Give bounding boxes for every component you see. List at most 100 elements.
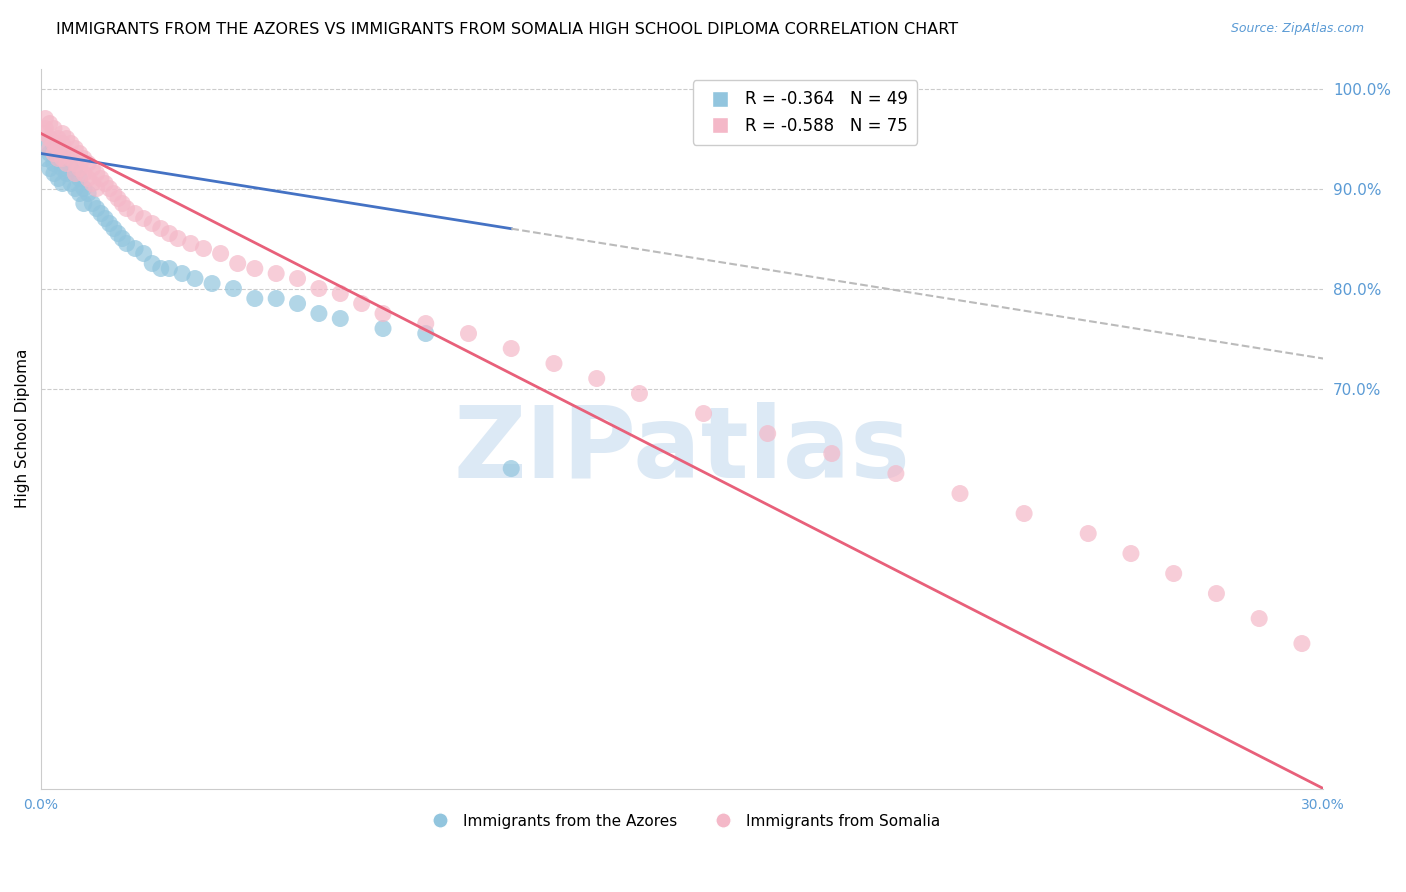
Point [55, 146, 77, 161]
Point [65, 142, 87, 156]
Point [115, 202, 138, 216]
Point [94, 211, 117, 226]
Point [46, 152, 69, 166]
Point [42, 146, 65, 161]
Point [329, 286, 352, 301]
Point [692, 407, 714, 421]
Point [73, 196, 96, 211]
Point [821, 446, 844, 460]
Point [107, 227, 129, 241]
Point [287, 296, 309, 310]
Point [308, 306, 330, 320]
Point [65, 167, 87, 181]
Point [543, 357, 565, 371]
Point [103, 186, 125, 201]
Point [55, 167, 77, 181]
Point [82, 177, 104, 191]
Point [415, 317, 437, 331]
Point [501, 461, 523, 475]
Point [141, 256, 163, 270]
Text: Source: ZipAtlas.com: Source: ZipAtlas.com [1230, 22, 1364, 36]
Point [34, 112, 56, 126]
Point [73, 167, 96, 181]
Point [193, 242, 215, 256]
Point [149, 221, 172, 235]
Point [90, 206, 112, 220]
Point [157, 227, 180, 241]
Point [46, 152, 69, 166]
Point [51, 136, 73, 151]
Point [180, 236, 202, 251]
Point [38, 131, 60, 145]
Point [1249, 611, 1271, 625]
Point [107, 192, 129, 206]
Point [34, 136, 56, 151]
Point [264, 267, 287, 281]
Point [115, 236, 138, 251]
Point [46, 142, 69, 156]
Point [308, 281, 330, 295]
Point [226, 256, 249, 270]
Point [82, 196, 104, 211]
Point [111, 196, 134, 211]
Point [38, 142, 60, 156]
Point [149, 261, 172, 276]
Point [884, 467, 907, 481]
Point [86, 181, 108, 195]
Point [65, 156, 87, 170]
Point [51, 152, 73, 166]
Point [132, 211, 155, 226]
Point [77, 156, 100, 170]
Point [60, 136, 83, 151]
Point [172, 267, 194, 281]
Point [51, 146, 73, 161]
Point [94, 177, 117, 191]
Point [34, 152, 56, 166]
Point [243, 261, 266, 276]
Point [55, 131, 77, 145]
Point [103, 221, 125, 235]
Point [264, 292, 287, 306]
Point [132, 246, 155, 260]
Text: IMMIGRANTS FROM THE AZORES VS IMMIGRANTS FROM SOMALIA HIGH SCHOOL DIPLOMA CORREL: IMMIGRANTS FROM THE AZORES VS IMMIGRANTS… [56, 22, 959, 37]
Point [42, 167, 65, 181]
Point [60, 161, 83, 176]
Point [628, 386, 651, 401]
Point [90, 171, 112, 186]
Point [51, 161, 73, 176]
Point [42, 121, 65, 136]
Point [38, 161, 60, 176]
Point [1012, 507, 1035, 521]
Point [157, 261, 180, 276]
Point [69, 146, 91, 161]
Point [46, 171, 69, 186]
Point [69, 171, 91, 186]
Point [501, 342, 523, 356]
Point [42, 142, 65, 156]
Text: ZIPatlas: ZIPatlas [454, 401, 911, 499]
Point [111, 231, 134, 245]
Point [60, 177, 83, 191]
Point [51, 177, 73, 191]
Point [167, 231, 190, 245]
Point [371, 306, 394, 320]
Point [69, 161, 91, 176]
Point [98, 217, 121, 231]
Point [65, 181, 87, 195]
Point [201, 277, 224, 291]
Point [1291, 636, 1313, 650]
Point [243, 292, 266, 306]
Point [1119, 547, 1142, 561]
Point [86, 167, 108, 181]
Point [141, 217, 163, 231]
Point [585, 371, 607, 385]
Point [350, 296, 373, 310]
Point [73, 152, 96, 166]
Point [55, 156, 77, 170]
Point [457, 326, 479, 341]
Point [949, 486, 972, 500]
Point [184, 271, 207, 285]
Point [124, 206, 146, 220]
Point [82, 161, 104, 176]
Point [1163, 566, 1185, 581]
